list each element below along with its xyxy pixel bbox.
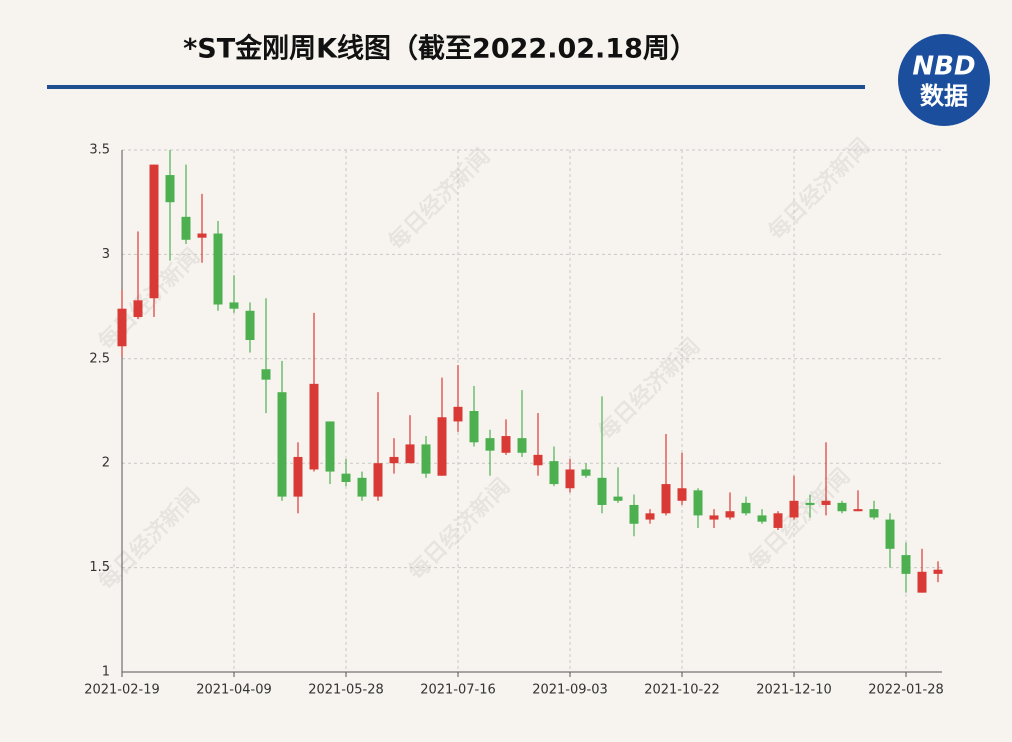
y-tick-label: 2.5 — [89, 351, 110, 366]
candle-body — [133, 300, 143, 318]
candle-body — [469, 411, 479, 443]
candle-body — [245, 310, 255, 341]
x-tick-label: 2021-02-19 — [84, 683, 160, 698]
candle-body — [549, 461, 559, 485]
candle-body — [629, 504, 639, 524]
candle-body — [837, 502, 847, 512]
candle-body — [181, 216, 191, 240]
logo-text: 数据 — [920, 82, 968, 110]
y-tick-label: 1 — [102, 665, 110, 680]
candle-body — [773, 513, 783, 528]
candle-body — [325, 421, 335, 472]
chart-title: *ST金刚周K线图（截至2022.02.18周） — [183, 33, 697, 65]
x-tick-label: 2021-05-28 — [308, 683, 384, 698]
candle-body — [421, 444, 431, 474]
candle-body — [533, 454, 543, 466]
candle-body — [309, 383, 319, 470]
candle-body — [501, 436, 511, 453]
candle-body — [485, 438, 495, 451]
candle-body — [645, 513, 655, 520]
candle-body — [805, 502, 815, 505]
candle-body — [149, 164, 159, 299]
candle-body — [869, 509, 879, 518]
candle-body — [933, 569, 943, 574]
candle-body — [789, 500, 799, 518]
candle-body — [341, 473, 351, 482]
candle-body — [405, 444, 415, 464]
logo-badge — [898, 34, 990, 126]
candle-body — [437, 417, 447, 476]
x-tick-label: 2021-07-16 — [420, 683, 496, 698]
candle-body — [677, 488, 687, 501]
candle-body — [693, 490, 703, 516]
y-tick-label: 1.5 — [89, 560, 110, 575]
candle-body — [821, 500, 831, 505]
x-tick-label: 2021-12-10 — [756, 683, 832, 698]
candle-body — [517, 438, 527, 453]
y-tick-label: 3.5 — [89, 143, 110, 158]
candle-body — [741, 502, 751, 514]
candle-body — [117, 308, 127, 347]
candle-body — [709, 515, 719, 520]
candle-body — [597, 477, 607, 505]
candle-body — [165, 175, 175, 203]
x-tick-label: 2021-09-03 — [532, 683, 608, 698]
candle-body — [565, 469, 575, 489]
candle-body — [901, 555, 911, 574]
x-tick-label: 2021-10-22 — [644, 683, 720, 698]
logo-text: NBD — [912, 52, 975, 82]
candle-body — [885, 519, 895, 549]
candle-body — [213, 233, 223, 305]
candle-body — [853, 509, 863, 512]
candle-body — [357, 477, 367, 497]
candle-body — [613, 496, 623, 501]
y-tick-label: 2 — [102, 456, 110, 471]
candle-body — [581, 469, 591, 476]
candle-body — [453, 406, 463, 422]
x-tick-label: 2022-01-28 — [868, 683, 944, 698]
candle-body — [261, 369, 271, 380]
candle-body — [389, 456, 399, 464]
candle-body — [277, 392, 287, 497]
candle-body — [661, 484, 671, 514]
x-tick-label: 2021-04-09 — [196, 683, 272, 698]
candle-body — [917, 571, 927, 593]
candle-body — [229, 302, 239, 309]
candle-body — [197, 233, 207, 238]
y-tick-label: 3 — [102, 247, 110, 262]
candle-body — [725, 511, 735, 518]
candle-body — [757, 515, 767, 522]
candle-body — [373, 463, 383, 497]
candle-body — [293, 456, 303, 497]
